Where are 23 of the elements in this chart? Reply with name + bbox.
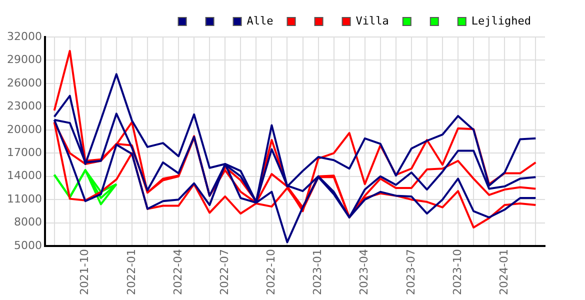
y-tick-label: 20000 <box>6 122 42 136</box>
y-tick-label: 26000 <box>6 76 42 90</box>
y-tick-label: 32000 <box>6 30 42 43</box>
legend-label: Alle <box>246 14 274 28</box>
y-tick-label: 8000 <box>14 216 42 229</box>
x-tick-label: 2022-07 <box>218 249 231 296</box>
x-tick-label: 2023-04 <box>358 249 371 296</box>
y-tick-label: 29000 <box>6 53 42 66</box>
x-tick-label: 2022-01 <box>124 249 138 296</box>
y-tick-label: 14000 <box>6 169 42 182</box>
y-tick-label: 11000 <box>6 192 42 206</box>
y-tick-label: 5000 <box>14 238 42 252</box>
x-tick-label: 2022-10 <box>264 249 278 296</box>
legend-label: Villa <box>356 14 389 28</box>
x-tick-label: 2021-10 <box>78 249 92 296</box>
legend-label: Lejlighed <box>471 14 532 28</box>
x-tick-label: 2023-01 <box>311 249 324 296</box>
x-tick-label: 2024-01 <box>497 249 510 296</box>
y-tick-label: 17000 <box>6 146 42 159</box>
y-tick-label: 23000 <box>6 100 42 113</box>
x-tick-label: 2023-10 <box>450 249 464 296</box>
x-tick-label: 2022-04 <box>171 249 184 296</box>
x-tick-label: 2023-07 <box>404 249 418 296</box>
